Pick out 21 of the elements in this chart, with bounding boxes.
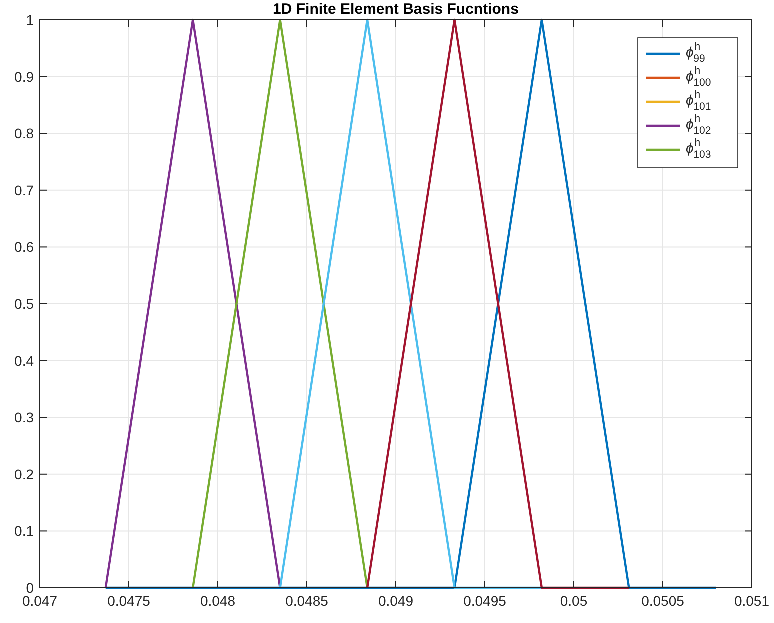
y-tick-label: 0 — [26, 580, 34, 596]
y-tick-label: 0.6 — [14, 239, 34, 256]
y-tick-label: 0.5 — [14, 296, 34, 312]
x-tick-label: 0.0485 — [286, 593, 329, 609]
x-tick-label: 0.05 — [560, 593, 588, 609]
y-tick-label: 1 — [26, 12, 34, 28]
x-tick-label: 0.048 — [200, 593, 236, 609]
x-tick-label: 0.0495 — [464, 593, 507, 609]
y-tick-label: 0.7 — [14, 182, 34, 198]
y-tick-label: 0.4 — [14, 352, 34, 369]
x-tick-label: 0.047 — [22, 593, 58, 609]
x-tick-label: 0.0505 — [642, 593, 685, 609]
y-tick-label: 0.9 — [14, 68, 34, 85]
y-tick-label: 0.8 — [14, 126, 34, 142]
y-tick-label: 0.1 — [14, 523, 34, 540]
x-tick-label: 0.051 — [734, 593, 770, 609]
y-tick-label: 0.3 — [14, 410, 34, 426]
chart-title: 1D Finite Element Basis Fucntions — [273, 1, 519, 18]
x-tick-label: 0.0475 — [108, 593, 151, 609]
y-tick-label: 0.2 — [14, 466, 34, 482]
x-tick-label: 0.049 — [378, 593, 414, 609]
